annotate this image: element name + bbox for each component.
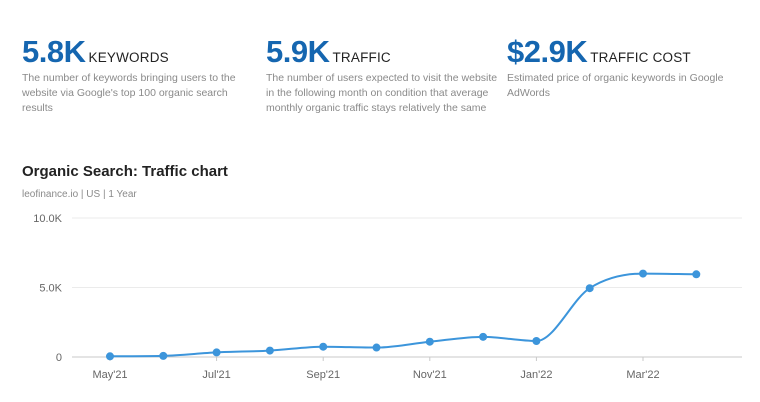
y-tick-label: 5.0K <box>39 283 62 295</box>
chart-subtitle: leofinance.io | US | 1 Year <box>22 189 137 200</box>
traffic-cost-metric: $2.9K TRAFFIC COST Estimated price of org… <box>507 34 747 101</box>
chart-title: Organic Search: Traffic chart <box>22 163 228 180</box>
y-tick-label: 10.0K <box>33 213 62 225</box>
traffic-cost-value: $2.9K <box>507 34 588 69</box>
x-tick-label: Jul'21 <box>202 369 230 381</box>
traffic-data-point[interactable] <box>372 343 381 352</box>
keywords-metric: 5.8K KEYWORDS The number of keywords brin… <box>22 34 262 116</box>
x-tick-label: Jan'22 <box>520 369 552 381</box>
traffic-label: TRAFFIC <box>332 50 391 65</box>
y-tick-label: 0 <box>56 352 62 364</box>
traffic-data-point[interactable] <box>639 269 647 278</box>
traffic-data-point[interactable] <box>692 270 701 279</box>
metrics-summary: 5.8K KEYWORDS The number of keywords brin… <box>0 34 760 124</box>
traffic-metric: 5.9K TRAFFIC The number of users expected… <box>266 34 502 116</box>
traffic-data-point[interactable] <box>265 346 274 355</box>
x-axis: May'21 Jul'21 Sep'21 Nov'21 Jan'22 Mar'22 <box>92 357 660 381</box>
chart-grid <box>72 217 742 358</box>
traffic-data-point[interactable] <box>212 348 221 357</box>
traffic-data-point[interactable] <box>479 332 488 341</box>
traffic-series-line <box>109 272 697 358</box>
x-tick-label: Nov'21 <box>413 369 447 381</box>
keywords-value: 5.8K <box>22 34 86 69</box>
keywords-description: The number of keywords bringing users to… <box>22 72 236 114</box>
traffic-data-point[interactable] <box>319 342 328 351</box>
y-axis: 0 5.0K 10.0K <box>33 213 62 364</box>
traffic-data-point[interactable] <box>159 351 168 360</box>
traffic-cost-description: Estimated price of organic keywords in G… <box>507 72 724 99</box>
traffic-data-point[interactable] <box>106 352 114 361</box>
traffic-cost-label: TRAFFIC COST <box>590 50 691 65</box>
traffic-value: 5.9K <box>266 34 330 69</box>
x-tick-label: May'21 <box>92 369 127 381</box>
keywords-label: KEYWORDS <box>88 50 169 65</box>
traffic-series-points[interactable] <box>106 269 701 361</box>
traffic-data-point[interactable] <box>585 284 594 293</box>
traffic-data-point[interactable] <box>425 337 434 346</box>
traffic-data-point[interactable] <box>532 337 541 346</box>
x-tick-label: Sep'21 <box>306 369 340 381</box>
traffic-description: The number of users expected to visit th… <box>266 72 498 114</box>
x-tick-label: Mar'22 <box>626 369 659 381</box>
